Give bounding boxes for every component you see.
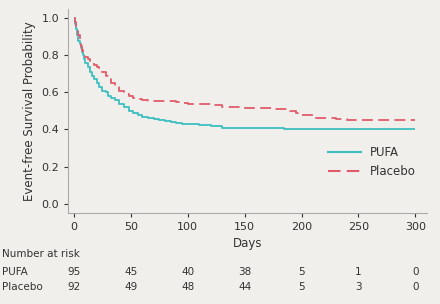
Text: 40: 40 <box>181 267 194 277</box>
Text: 49: 49 <box>124 282 137 292</box>
X-axis label: Days: Days <box>233 237 262 250</box>
Text: PUFA: PUFA <box>2 267 28 277</box>
Text: Placebo: Placebo <box>2 282 43 292</box>
Text: 95: 95 <box>67 267 81 277</box>
Text: 92: 92 <box>67 282 81 292</box>
Text: 0: 0 <box>412 267 419 277</box>
Text: Number at risk: Number at risk <box>2 249 80 259</box>
Text: 5: 5 <box>298 282 305 292</box>
Text: 3: 3 <box>355 282 362 292</box>
Text: 44: 44 <box>238 282 251 292</box>
Text: 38: 38 <box>238 267 251 277</box>
Text: 5: 5 <box>298 267 305 277</box>
Text: 0: 0 <box>412 282 419 292</box>
Text: 45: 45 <box>124 267 137 277</box>
Legend: PUFA, Placebo: PUFA, Placebo <box>323 141 421 182</box>
Y-axis label: Event-free Survival Probability: Event-free Survival Probability <box>23 21 36 201</box>
Text: 48: 48 <box>181 282 194 292</box>
Text: 1: 1 <box>355 267 362 277</box>
